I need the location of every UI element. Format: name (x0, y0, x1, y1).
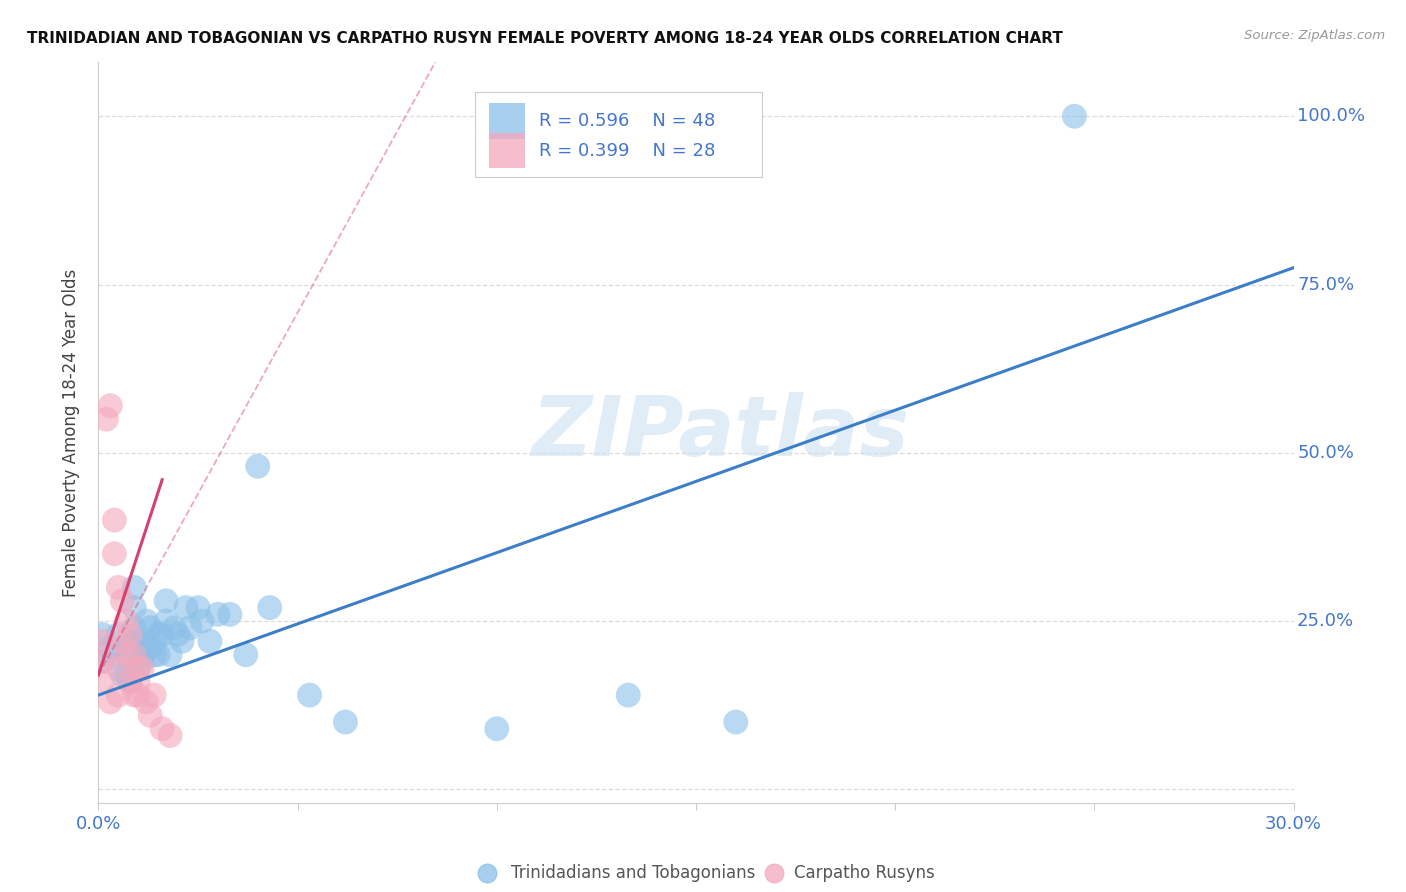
Y-axis label: Female Poverty Among 18-24 Year Olds: Female Poverty Among 18-24 Year Olds (62, 268, 80, 597)
Point (617, 688, 640, 702)
Point (246, 459, 269, 474)
Point (298, 688, 321, 702)
Point (91, 674, 114, 689)
Point (143, 648, 166, 662)
Point (103, 513, 125, 527)
Point (191, 614, 214, 628)
Point (91, 634, 114, 648)
Text: Trinidadians and Tobagonians: Trinidadians and Tobagonians (510, 864, 755, 882)
Point (127, 634, 149, 648)
Point (91, 627, 114, 641)
Point (131, 661, 153, 675)
Point (150, 627, 173, 641)
Point (103, 547, 125, 561)
Point (107, 627, 129, 641)
Point (159, 648, 181, 662)
Text: 50.0%: 50.0% (1298, 444, 1354, 462)
Point (485, 722, 508, 736)
Point (143, 634, 166, 648)
Point (120, 674, 142, 689)
Point (198, 634, 221, 648)
Point (107, 688, 129, 702)
Point (124, 581, 146, 595)
Point (335, 714, 357, 729)
Text: ZIPatlas: ZIPatlas (531, 392, 908, 473)
Point (155, 594, 177, 608)
FancyBboxPatch shape (489, 133, 524, 169)
Point (111, 668, 134, 682)
Point (135, 695, 157, 709)
Text: 100.0%: 100.0% (1298, 107, 1365, 125)
Point (127, 674, 149, 689)
Point (724, 714, 747, 729)
Point (219, 607, 242, 622)
Point (155, 614, 177, 628)
Point (91, 655, 114, 669)
Point (135, 614, 157, 628)
Point (174, 600, 197, 615)
Point (163, 621, 186, 635)
Point (120, 634, 142, 648)
Point (1382, 847, 1405, 861)
Text: Carpatho Rusyns: Carpatho Rusyns (794, 864, 935, 882)
Point (107, 581, 129, 595)
Point (135, 640, 157, 655)
Point (139, 640, 162, 655)
Text: TRINIDADIAN AND TOBAGONIAN VS CARPATHO RUSYN FEMALE POVERTY AMONG 18-24 YEAR OLD: TRINIDADIAN AND TOBAGONIAN VS CARPATHO R… (27, 31, 1063, 46)
Text: R = 0.399    N = 28: R = 0.399 N = 28 (540, 142, 716, 160)
Point (235, 648, 257, 662)
Point (98, 640, 122, 655)
Point (124, 648, 146, 662)
Point (115, 648, 138, 662)
Point (187, 600, 209, 615)
Point (115, 648, 138, 662)
FancyBboxPatch shape (475, 92, 762, 178)
Point (148, 627, 170, 641)
Point (127, 661, 149, 675)
Point (159, 729, 181, 743)
Point (91, 655, 114, 669)
Text: 75.0%: 75.0% (1298, 276, 1354, 293)
Point (259, 600, 281, 615)
Point (148, 648, 170, 662)
Point (139, 621, 162, 635)
Point (111, 634, 134, 648)
Point (115, 668, 138, 682)
Point (143, 688, 166, 702)
Text: 25.0%: 25.0% (1298, 612, 1354, 630)
Point (115, 614, 138, 628)
FancyBboxPatch shape (489, 103, 524, 138)
Text: Source: ZipAtlas.com: Source: ZipAtlas.com (1244, 29, 1385, 42)
Point (103, 648, 125, 662)
Point (124, 688, 146, 702)
Point (127, 688, 149, 702)
Point (98, 695, 122, 709)
Point (98, 399, 122, 413)
Point (207, 607, 229, 622)
Point (179, 621, 201, 635)
Point (107, 661, 129, 675)
Point (96, 412, 118, 426)
Point (111, 594, 134, 608)
Text: R = 0.596    N = 48: R = 0.596 N = 48 (540, 112, 716, 130)
Point (127, 648, 149, 662)
Point (1063, 109, 1085, 123)
Point (131, 655, 153, 669)
Point (150, 722, 173, 736)
Point (124, 621, 146, 635)
Point (120, 627, 142, 641)
Point (167, 627, 190, 641)
Point (172, 634, 194, 648)
Point (120, 674, 142, 689)
Point (139, 708, 162, 723)
Point (124, 600, 146, 615)
Point (127, 661, 149, 675)
